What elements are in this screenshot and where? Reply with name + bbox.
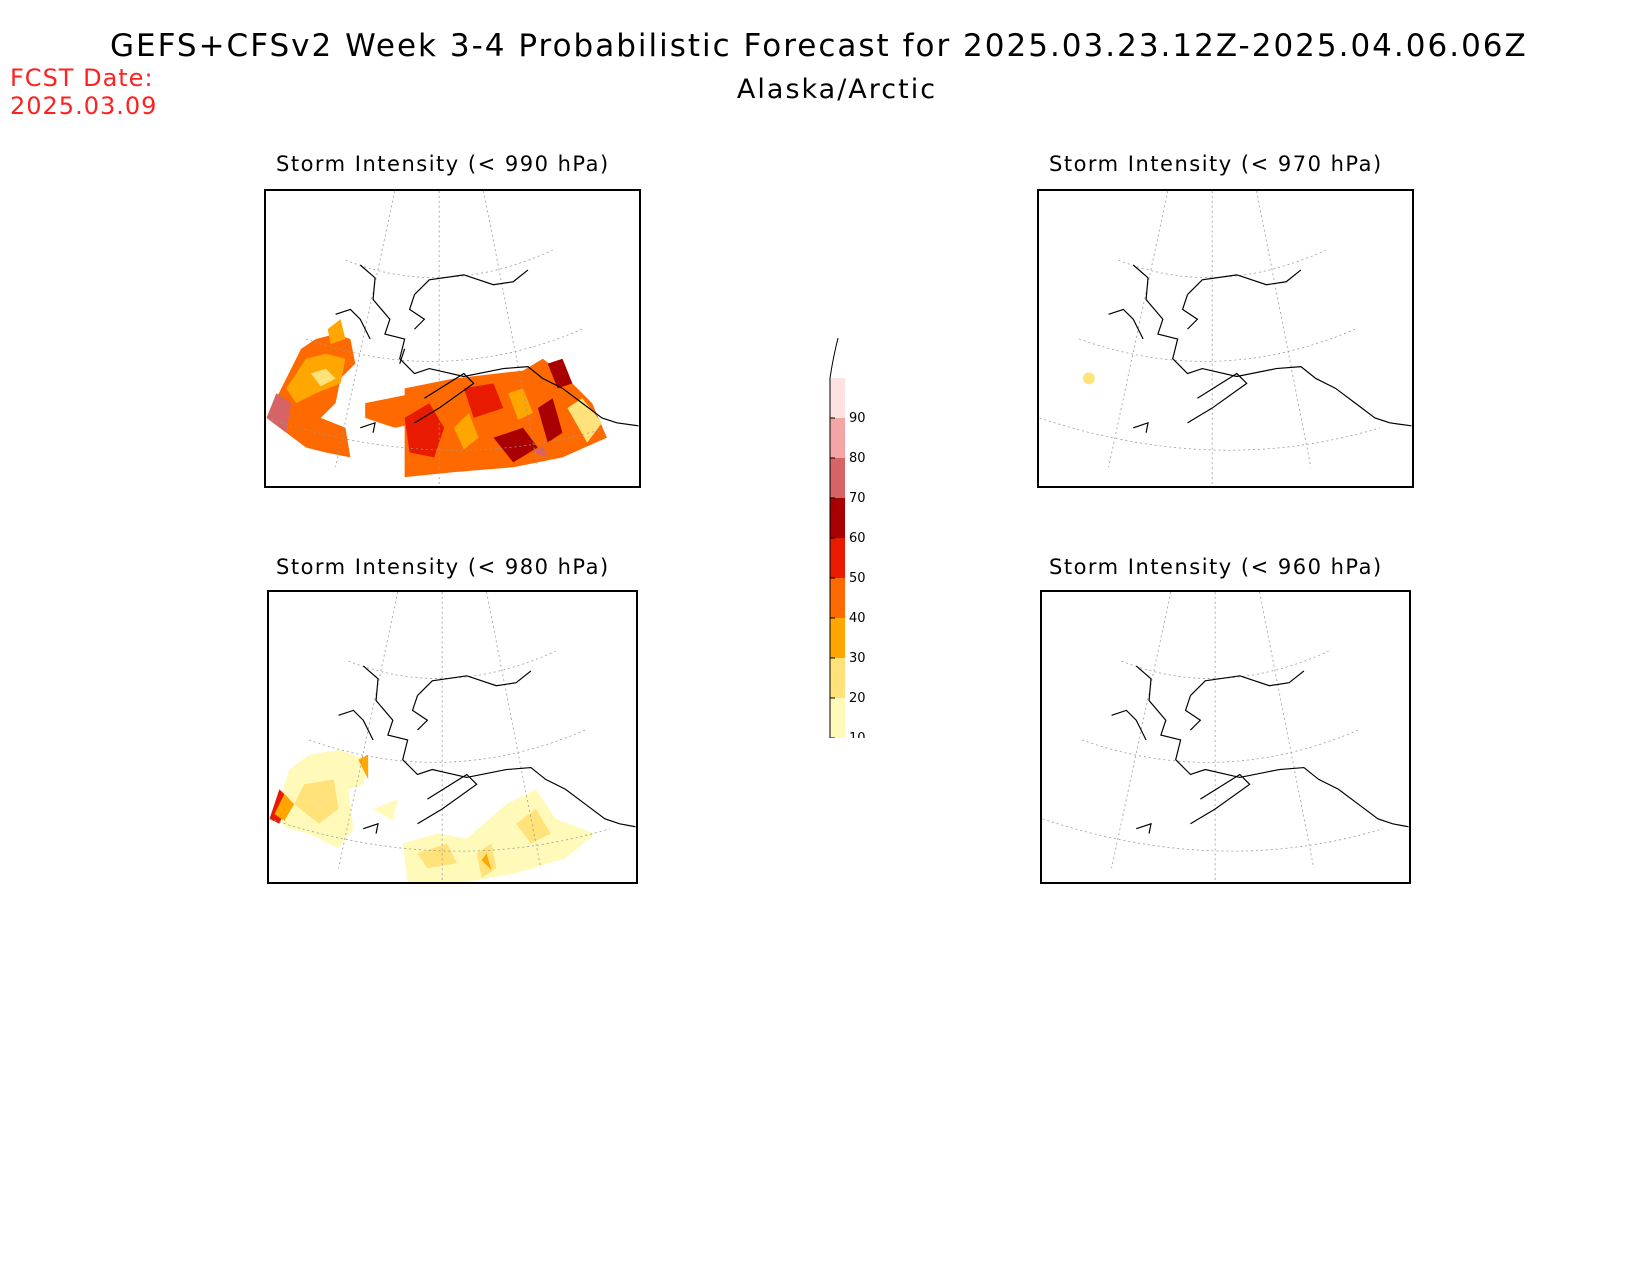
colorbar-swatch — [830, 578, 845, 618]
colorbar-tick-label: 60 — [849, 531, 866, 546]
coastline-990 — [335, 264, 639, 433]
colorbar-swatch — [830, 658, 845, 698]
forecast-date: FCST Date: 2025.03.09 — [10, 64, 157, 120]
forecast-date-value: 2025.03.09 — [10, 92, 158, 120]
colorbar-tick-label: 70 — [849, 491, 866, 506]
map-960-svg — [1042, 592, 1409, 882]
map-panel-970 — [1037, 189, 1414, 488]
colorbar-tick-label: 10 — [849, 731, 866, 738]
map-panel-960 — [1040, 590, 1411, 884]
map-980-svg — [269, 592, 636, 882]
colorbar-swatch — [830, 378, 845, 418]
colorbar-swatch — [830, 618, 845, 658]
map-970-svg — [1039, 191, 1412, 486]
coastline-970 — [1108, 264, 1412, 433]
panel-title-960: Storm Intensity (< 960 hPa) — [1049, 555, 1383, 579]
probability-fill-990 — [266, 319, 607, 478]
graticule-960 — [1042, 592, 1383, 882]
colorbar-tick-label: 30 — [849, 651, 866, 666]
probability-spot-970 — [1082, 372, 1095, 385]
colorbar-tick-label: 90 — [849, 411, 866, 426]
panel-title-970: Storm Intensity (< 970 hPa) — [1049, 152, 1383, 176]
panel-title-990: Storm Intensity (< 990 hPa) — [276, 152, 610, 176]
coastline-960 — [1111, 665, 1409, 834]
probability-fill-980 — [269, 749, 596, 882]
colorbar-swatch — [830, 418, 845, 458]
forecast-date-label: FCST Date: — [10, 64, 154, 92]
graticule-980 — [269, 592, 610, 882]
colorbar-swatch — [830, 538, 845, 578]
map-990-svg — [266, 191, 639, 486]
region-subtitle: Alaska/Arctic — [736, 74, 938, 105]
colorbar-svg: 10 20 30 40 50 60 70 80 90 — [829, 338, 866, 738]
map-panel-980 — [267, 590, 638, 884]
coastline-980 — [338, 665, 636, 834]
colorbar-tick-label: 50 — [849, 571, 866, 586]
map-panel-990 — [264, 189, 641, 488]
colorbar-tick-label: 80 — [849, 451, 866, 466]
colorbar-tick-label: 20 — [849, 691, 866, 706]
graticule-990 — [266, 191, 608, 486]
colorbar-top-tail — [829, 338, 839, 379]
colorbar-tick-label: 40 — [849, 611, 866, 626]
colorbar-swatch — [830, 698, 845, 738]
panel-title-980: Storm Intensity (< 980 hPa) — [276, 555, 610, 579]
colorbar: 10 20 30 40 50 60 70 80 90 — [800, 338, 880, 738]
colorbar-swatch — [830, 498, 845, 538]
graticule-970 — [1039, 191, 1381, 486]
main-title: GEFS+CFSv2 Week 3-4 Probabilistic Foreca… — [110, 28, 1528, 64]
colorbar-swatch — [830, 458, 845, 498]
